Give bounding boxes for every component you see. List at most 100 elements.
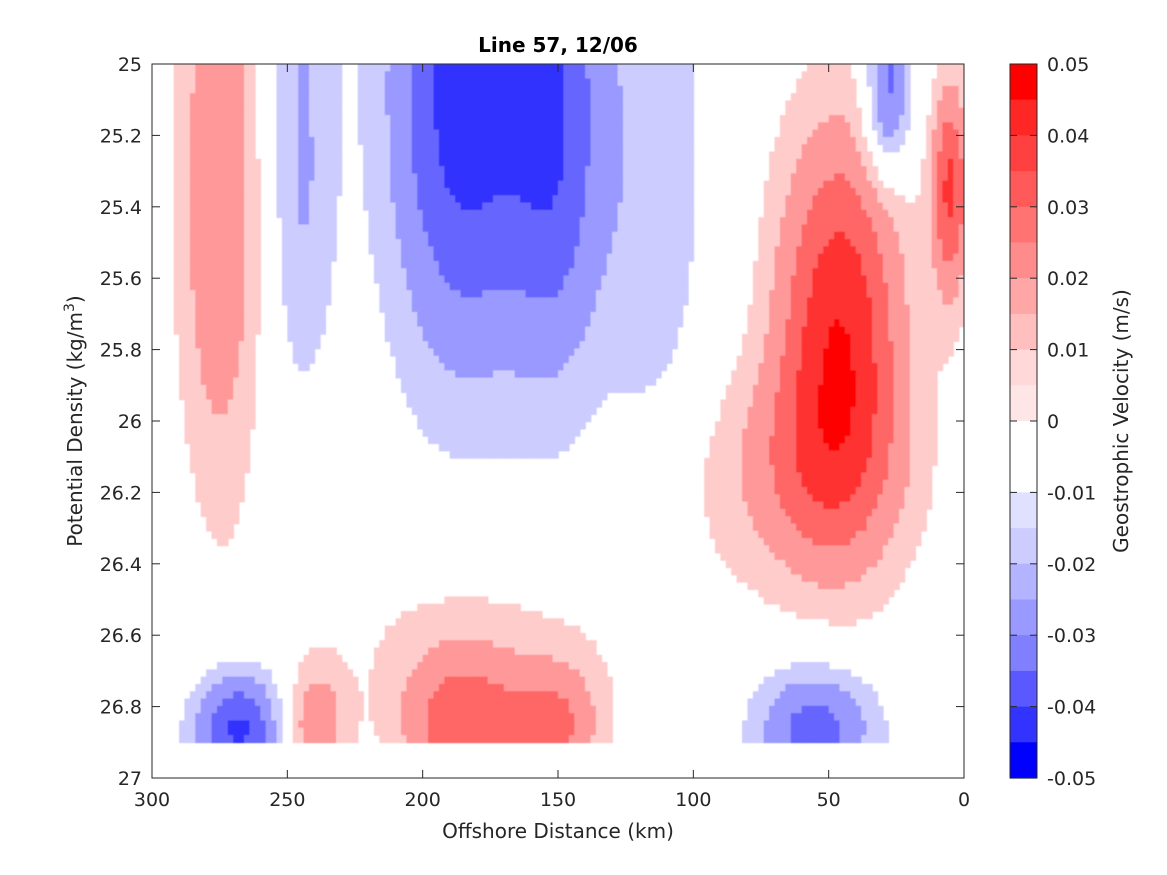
contour-cell xyxy=(227,239,234,248)
contour-cell xyxy=(558,78,565,87)
contour-cell xyxy=(926,290,933,299)
contour-cell xyxy=(298,195,305,204)
contour-cell xyxy=(585,363,592,372)
contour-cell xyxy=(319,93,327,102)
contour-cell xyxy=(677,100,684,109)
contour-cell xyxy=(628,129,635,138)
contour-cell xyxy=(298,78,305,87)
contour-cell xyxy=(595,115,603,124)
contour-cell xyxy=(823,166,830,175)
contour-cell xyxy=(525,231,532,240)
contour-cell xyxy=(498,224,505,233)
contour-cell xyxy=(514,217,521,226)
contour-cell xyxy=(244,202,251,211)
contour-cell xyxy=(639,202,646,211)
contour-cell xyxy=(639,253,646,262)
contour-cell xyxy=(493,326,500,335)
contour-cell xyxy=(363,173,370,182)
contour-cell xyxy=(758,341,765,350)
contour-cell xyxy=(871,71,879,80)
contour-cell xyxy=(779,209,787,218)
contour-cell xyxy=(796,166,803,175)
contour-cell xyxy=(200,246,207,255)
contour-cell xyxy=(855,202,862,211)
contour-cell xyxy=(774,326,781,335)
contour-cell xyxy=(244,158,251,167)
contour-cell xyxy=(200,158,207,167)
contour-cell xyxy=(244,239,251,248)
contour-cell xyxy=(233,64,240,73)
contour-cell xyxy=(222,319,229,328)
contour-cell xyxy=(796,253,803,262)
contour-cell xyxy=(839,348,846,357)
contour-cell xyxy=(807,202,814,211)
contour-cell xyxy=(314,311,321,321)
contour-cell xyxy=(455,282,462,291)
contour-cell xyxy=(487,253,494,262)
contour-cell xyxy=(650,363,657,372)
contour-cell xyxy=(455,326,462,335)
contour-cell xyxy=(509,78,516,87)
contour-cell xyxy=(861,136,868,146)
contour-cell xyxy=(595,107,603,116)
contour-cell xyxy=(931,85,938,94)
contour-cell xyxy=(650,304,657,313)
contour-cell xyxy=(357,100,364,109)
contour-cell xyxy=(671,122,678,131)
contour-cell xyxy=(455,333,462,342)
contour-cell xyxy=(184,363,191,372)
contour-cell xyxy=(606,260,613,270)
contour-cell xyxy=(601,85,608,94)
contour-cell xyxy=(498,239,505,248)
contour-cell xyxy=(758,217,765,226)
contour-cell xyxy=(211,100,218,109)
contour-cell xyxy=(774,166,781,175)
contour-cell xyxy=(639,93,646,102)
contour-cell xyxy=(206,231,213,240)
contour-cell xyxy=(498,187,505,197)
contour-cell xyxy=(893,333,900,342)
contour-cell xyxy=(379,173,386,182)
contour-cell xyxy=(926,311,933,321)
contour-cell xyxy=(850,275,857,284)
contour-cell xyxy=(281,282,289,291)
contour-cell xyxy=(828,107,835,116)
contour-cell xyxy=(687,129,695,138)
contour-cell xyxy=(904,290,911,299)
contour-cell xyxy=(687,158,695,167)
contour-cell xyxy=(639,363,646,372)
contour-cell xyxy=(406,78,413,87)
contour-cell xyxy=(422,173,429,182)
contour-cell xyxy=(525,136,532,146)
contour-cell xyxy=(877,260,884,270)
contour-cell xyxy=(244,144,251,153)
contour-cell xyxy=(617,333,624,342)
contour-cell xyxy=(179,363,186,372)
contour-cell xyxy=(812,180,819,189)
contour-cell xyxy=(460,173,467,182)
contour-cell xyxy=(390,202,397,211)
contour-cell xyxy=(817,100,825,109)
contour-cell xyxy=(460,129,467,138)
contour-cell xyxy=(498,348,505,357)
contour-cell xyxy=(206,129,213,138)
contour-cell xyxy=(590,187,597,197)
contour-cell xyxy=(216,64,224,73)
contour-cell xyxy=(758,333,765,342)
contour-cell xyxy=(384,202,391,211)
contour-cell xyxy=(325,195,332,204)
contour-cell xyxy=(395,144,402,153)
contour-cell xyxy=(428,260,435,270)
contour-cell xyxy=(249,290,256,299)
contour-cell xyxy=(195,231,202,240)
contour-cell xyxy=(909,290,917,299)
contour-cell xyxy=(401,355,408,364)
contour-cell xyxy=(687,115,695,124)
contour-cell xyxy=(796,158,803,167)
contour-cell xyxy=(292,100,299,109)
contour-cell xyxy=(206,166,213,175)
contour-cell xyxy=(595,93,603,102)
contour-cell xyxy=(422,129,429,138)
contour-cell xyxy=(287,107,294,116)
contour-cell xyxy=(547,297,554,306)
